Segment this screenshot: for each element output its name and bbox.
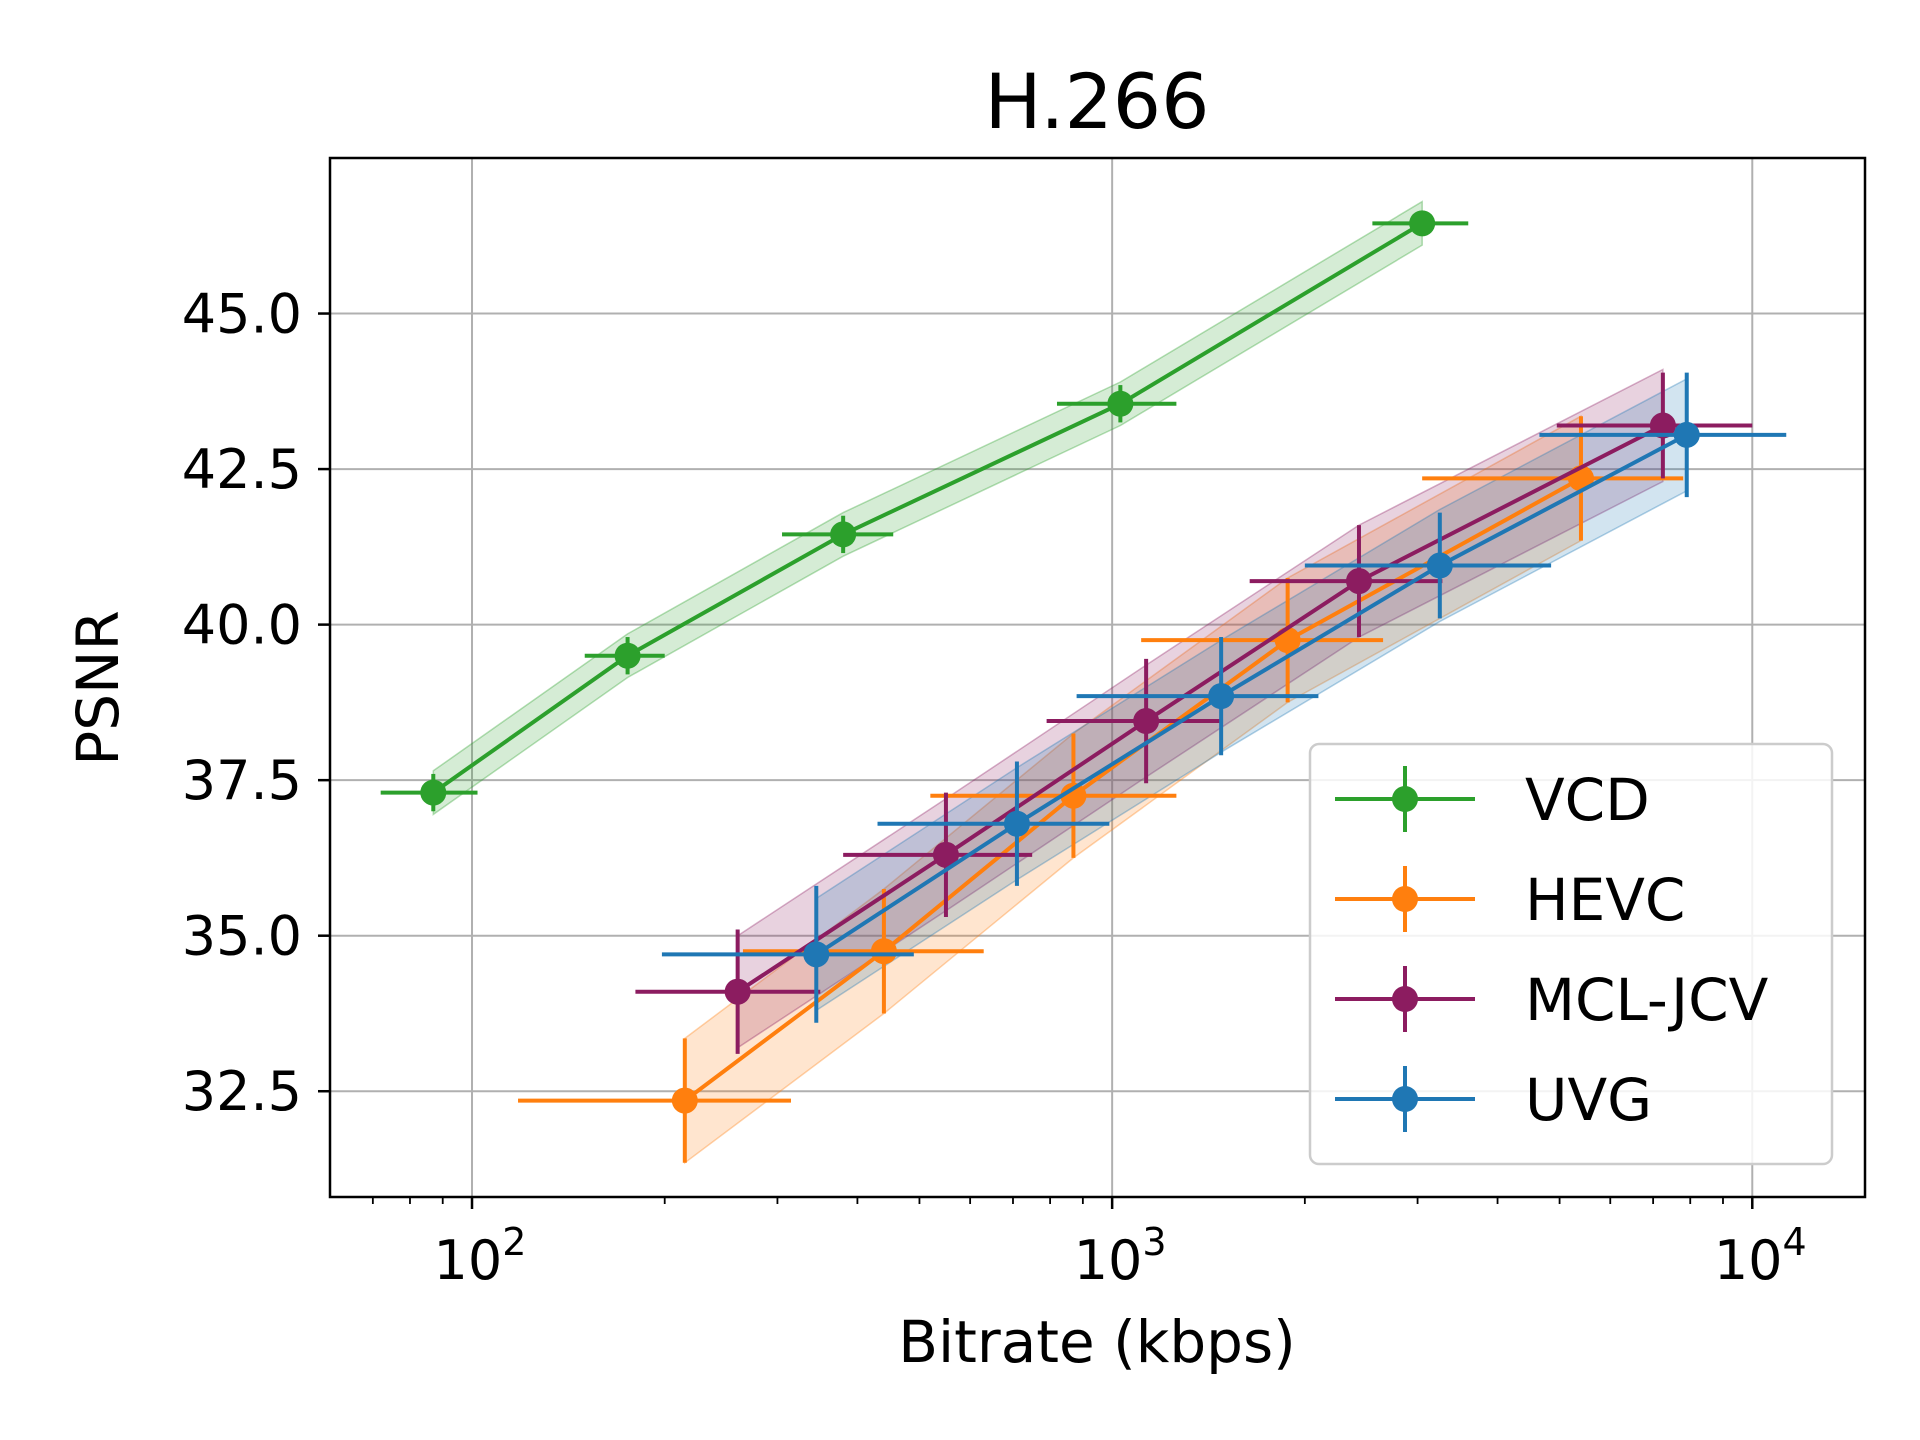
x-axis-label: Bitrate (kbps) [898,1308,1296,1376]
legend-marker-mcl-jcv [1392,986,1418,1012]
point-uvg [803,941,830,968]
point-mcl-jcv [724,978,751,1005]
y-axis-label: PSNR [64,610,132,765]
point-mcl-jcv [1649,412,1676,439]
grid-lines [330,158,1865,1197]
point-uvg [1426,552,1453,579]
point-mcl-jcv [1133,708,1160,735]
legend-marker-hevc [1392,886,1418,912]
y-tick-label: 40.0 [182,594,302,657]
x-tick-label: 102 [434,1220,527,1292]
legend-marker-vcd [1392,786,1418,812]
point-uvg [1208,683,1235,710]
point-mcl-jcv [932,841,959,868]
point-vcd [420,779,447,806]
y-tick-label: 42.5 [182,438,302,501]
point-vcd [1107,390,1134,417]
point-vcd [614,642,641,669]
point-hevc [671,1087,698,1114]
point-hevc [870,938,897,965]
band-vcd [432,200,1423,816]
point-vcd [830,521,857,548]
point-uvg [1003,810,1030,837]
point-mcl-jcv [1345,568,1372,595]
legend-label-hevc: HEVC [1525,866,1685,934]
y-tick-label: 32.5 [182,1060,302,1123]
point-uvg [1673,421,1700,448]
point-hevc [1060,782,1087,809]
legend-label-uvg: UVG [1525,1066,1652,1134]
chart-title: H.266 [984,57,1209,146]
x-tick-label: 103 [1074,1220,1167,1292]
x-tick-label: 104 [1714,1220,1807,1292]
legend-box [1308,742,1834,1166]
y-tick-label: 37.5 [182,749,302,812]
legend-label-mcl-jcv: MCL-JCV [1525,966,1769,1034]
legend-marker-uvg [1392,1086,1418,1112]
y-tick-label: 35.0 [182,905,302,968]
legend: VCD HEVC MCL-JCV UVG [1308,742,1834,1166]
axis-ticks: 32.5 35.0 37.5 40.0 42.5 45.0 102 103 104 [182,283,1807,1292]
data-series [380,210,1787,1163]
legend-label-vcd: VCD [1525,766,1650,834]
plot-frame [328,156,1867,1199]
point-vcd [1409,210,1436,237]
y-tick-label: 45.0 [182,283,302,346]
